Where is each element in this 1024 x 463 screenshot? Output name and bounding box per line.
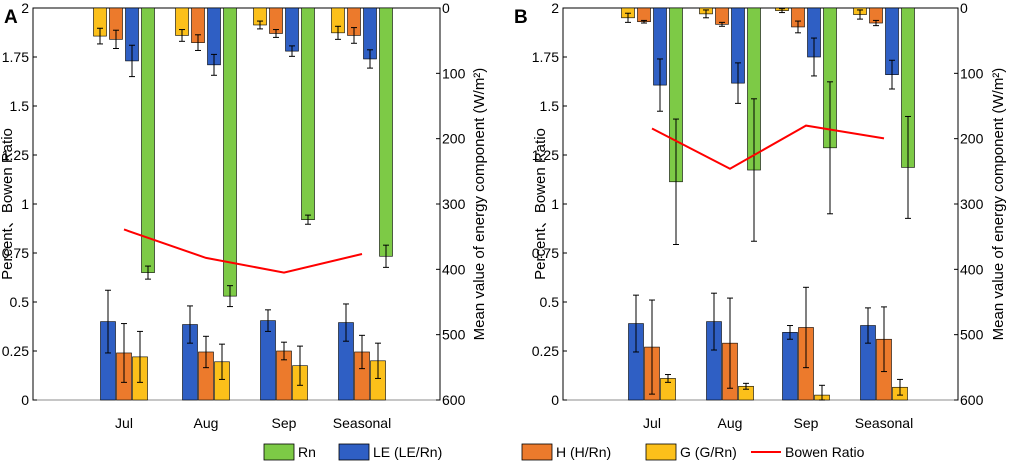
right-tick-label: 100	[960, 65, 984, 81]
left-tick-label: 2	[551, 0, 559, 16]
right-tick-label: 0	[960, 0, 968, 16]
right-axis-title: Mean value of energy component (W/m²)	[471, 68, 488, 341]
left-tick-label: 1.75	[2, 49, 29, 65]
legend-label: Bowen Ratio	[785, 444, 865, 460]
energy-bar	[301, 7, 315, 220]
category-label: Aug	[718, 415, 743, 431]
energy-bar	[285, 7, 299, 52]
left-tick-label: 0.5	[540, 294, 560, 310]
energy-bar	[379, 7, 393, 257]
right-tick-label: 300	[442, 196, 466, 212]
right-axis-title: Mean value of energy component (W/m²)	[990, 68, 1007, 341]
left-tick-label: 0.75	[532, 245, 559, 261]
legend-swatch	[338, 443, 370, 461]
left-axis-title: Percent、Bowen Ratio	[0, 128, 16, 280]
bowen-ratio-line	[651, 124, 885, 170]
bowen-ratio-line	[123, 228, 363, 274]
right-tick-label: 500	[442, 327, 466, 343]
right-tick-label: 400	[442, 261, 466, 277]
right-tick-label: 400	[960, 261, 984, 277]
left-tick-label: 1.25	[532, 147, 559, 163]
percent-bar	[260, 320, 276, 401]
left-tick-label: 0.25	[532, 343, 559, 359]
left-tick-label: 2	[21, 0, 29, 16]
panel-letter: A	[4, 7, 18, 28]
category-label: Jul	[115, 415, 133, 431]
legend-label: LE (LE/Rn)	[373, 444, 442, 460]
left-tick-label: 0	[551, 392, 559, 408]
energy-bar	[223, 7, 237, 297]
chart-panel-a: 0 0.25 0.5 0.75 1 1.25 1.5 1.75 2 0 100 200 300 400 50…	[0, 0, 488, 431]
energy-bar	[637, 7, 651, 23]
chart-panel-b: 0 0.25 0.5 0.75 1 1.25 1.5 1.75 2 0 100 200 300 400 50…	[514, 0, 1007, 431]
category-label: Seasonal	[855, 415, 913, 431]
legend: Rn LE (LE/Rn) H (H/Rn) G (G/Rn) Bowen Ratio	[263, 443, 865, 461]
right-tick-label: 200	[442, 131, 466, 147]
right-tick-label: 600	[442, 392, 466, 408]
category-label: Seasonal	[333, 415, 391, 431]
left-tick-label: 1.75	[532, 49, 559, 65]
legend-label: G (G/Rn)	[680, 444, 737, 460]
legend-label: H (H/Rn)	[556, 444, 611, 460]
legend-swatch	[263, 443, 295, 461]
left-tick-label: 0.25	[2, 343, 29, 359]
right-tick-label: 500	[960, 327, 984, 343]
right-tick-label: 0	[442, 0, 450, 16]
category-label: Sep	[794, 415, 819, 431]
left-tick-label: 1.5	[540, 98, 560, 114]
right-tick-label: 600	[960, 392, 984, 408]
category-label: Sep	[272, 415, 297, 431]
left-axis-title: Percent、Bowen Ratio	[532, 128, 549, 280]
left-tick-label: 1	[551, 196, 559, 212]
percent-bar	[782, 332, 798, 401]
energy-bar	[141, 7, 155, 273]
left-tick-label: 1.5	[10, 98, 30, 114]
right-tick-label: 200	[960, 131, 984, 147]
left-tick-label: 0.5	[10, 294, 30, 310]
left-tick-label: 1.25	[2, 147, 29, 163]
legend-swatch	[645, 443, 677, 461]
legend-swatch	[521, 443, 553, 461]
category-label: Jul	[643, 415, 661, 431]
right-tick-label: 300	[960, 196, 984, 212]
left-tick-label: 1	[21, 196, 29, 212]
panel-letter: B	[514, 7, 528, 28]
category-label: Aug	[194, 415, 219, 431]
right-tick-label: 100	[442, 65, 466, 81]
legend-label: Rn	[298, 444, 316, 460]
left-tick-label: 0	[21, 392, 29, 408]
left-tick-label: 0.75	[2, 245, 29, 261]
